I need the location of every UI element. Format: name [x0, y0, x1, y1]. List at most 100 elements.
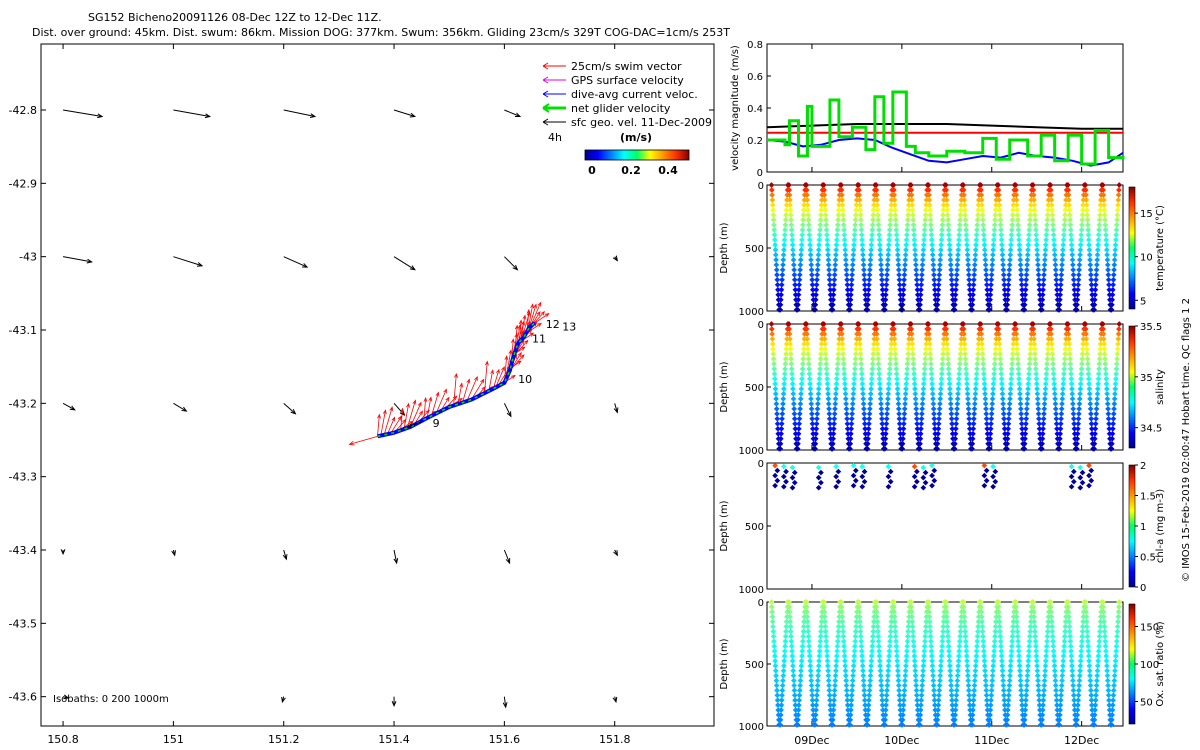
section-sample: [782, 366, 788, 372]
section-sample: [984, 425, 991, 432]
section-sample: [771, 643, 778, 650]
section-sample: [899, 440, 906, 447]
section-sample: [946, 381, 953, 387]
day-label: 11: [532, 332, 546, 345]
section-sample: [850, 257, 856, 263]
section-sample: [975, 346, 982, 352]
section-sample: [956, 638, 963, 645]
section-sample: [1024, 677, 1030, 684]
section-sample: [1052, 672, 1058, 679]
section-sample: [1002, 291, 1008, 298]
section-sample: [948, 405, 954, 412]
section-sample: [1026, 648, 1032, 654]
section-sample: [965, 401, 972, 407]
section-sample: [980, 366, 987, 372]
section-sample: [1014, 618, 1020, 625]
section-sample: [781, 653, 788, 659]
section-sample: [897, 425, 903, 432]
section-sample: [1094, 672, 1101, 679]
section-sample: [875, 356, 882, 362]
section-sample: [857, 351, 864, 357]
section-sample: [926, 613, 933, 620]
section-sample: [1061, 232, 1067, 238]
section-sample: [812, 717, 819, 723]
section-sample: [1045, 202, 1052, 208]
section-sample: [1013, 331, 1020, 337]
section-sample: [1068, 237, 1075, 243]
section-sample: [940, 346, 947, 352]
section-sample: [955, 663, 962, 669]
section-sample: [1017, 677, 1024, 684]
section-sample: [833, 381, 840, 387]
section-sample: [948, 687, 955, 694]
section-sample: [869, 361, 876, 367]
section-sample: [779, 405, 786, 412]
section-sample: [987, 286, 994, 293]
section-sample: [975, 197, 982, 203]
section-sample: [869, 366, 876, 372]
section-sample: [929, 386, 936, 392]
section-sample: [1007, 667, 1014, 674]
section-sample: [851, 237, 858, 243]
section-sample: [1041, 401, 1048, 407]
section-sample: [806, 366, 812, 372]
section-sample: [869, 232, 875, 238]
section-sample: [1009, 628, 1016, 635]
section-sample: [783, 212, 789, 218]
section-sample: [814, 266, 821, 273]
section-sample: [1085, 232, 1092, 238]
section-sample: [1025, 242, 1032, 248]
section-sample: [823, 356, 829, 362]
section-sample: [892, 351, 899, 357]
section-sample: [893, 638, 899, 645]
section-sample: [975, 623, 982, 630]
section-sample: [908, 604, 915, 610]
section-sample: [787, 628, 794, 635]
section-sample: [892, 207, 898, 213]
section-sample: [1091, 712, 1098, 718]
section-sample: [796, 271, 803, 278]
section-sample: [838, 182, 845, 188]
section-sample: [858, 217, 864, 223]
section-sample: [824, 386, 831, 392]
section-sample: [988, 415, 995, 422]
section-sample: [1069, 252, 1076, 258]
section-sample: [1079, 638, 1085, 645]
section-sample: [806, 237, 813, 243]
section-sample: [886, 227, 893, 233]
section-sample: [995, 604, 1002, 610]
section-sample: [1060, 247, 1066, 253]
section-sample: [923, 346, 929, 352]
section-sample: [808, 396, 814, 402]
colorbar-tick-label: 1.5: [1140, 492, 1156, 503]
section-sample: [1001, 420, 1008, 427]
section-sample: [1083, 341, 1090, 347]
section-sample: [812, 306, 818, 313]
section-sample: [856, 192, 863, 198]
section-sample: [888, 207, 894, 213]
section-sample: [869, 227, 876, 233]
section-sample: [965, 672, 971, 679]
section-sample: [1001, 415, 1007, 422]
section-sample: [1058, 405, 1065, 412]
section-sample: [845, 291, 851, 298]
section-sample: [1067, 366, 1074, 372]
section-sample: [816, 648, 823, 654]
section-sample: [903, 386, 909, 392]
section-sample: [947, 386, 953, 392]
section-sample: [1071, 291, 1078, 298]
section-sample: [1039, 440, 1045, 447]
section-sample: [852, 366, 858, 372]
section-sample: [1066, 623, 1073, 630]
section-sample: [1103, 371, 1109, 377]
section-sample: [852, 351, 859, 357]
section-sample: [775, 430, 782, 437]
section-sample: [1015, 648, 1022, 654]
map-y-tick-label: -43.6: [9, 691, 37, 704]
section-sample: [929, 472, 935, 479]
section-sample: [812, 296, 819, 303]
section-sample: [975, 207, 982, 213]
section-sample: [847, 435, 854, 442]
section-sample: [979, 623, 986, 630]
section-sample: [805, 628, 812, 635]
